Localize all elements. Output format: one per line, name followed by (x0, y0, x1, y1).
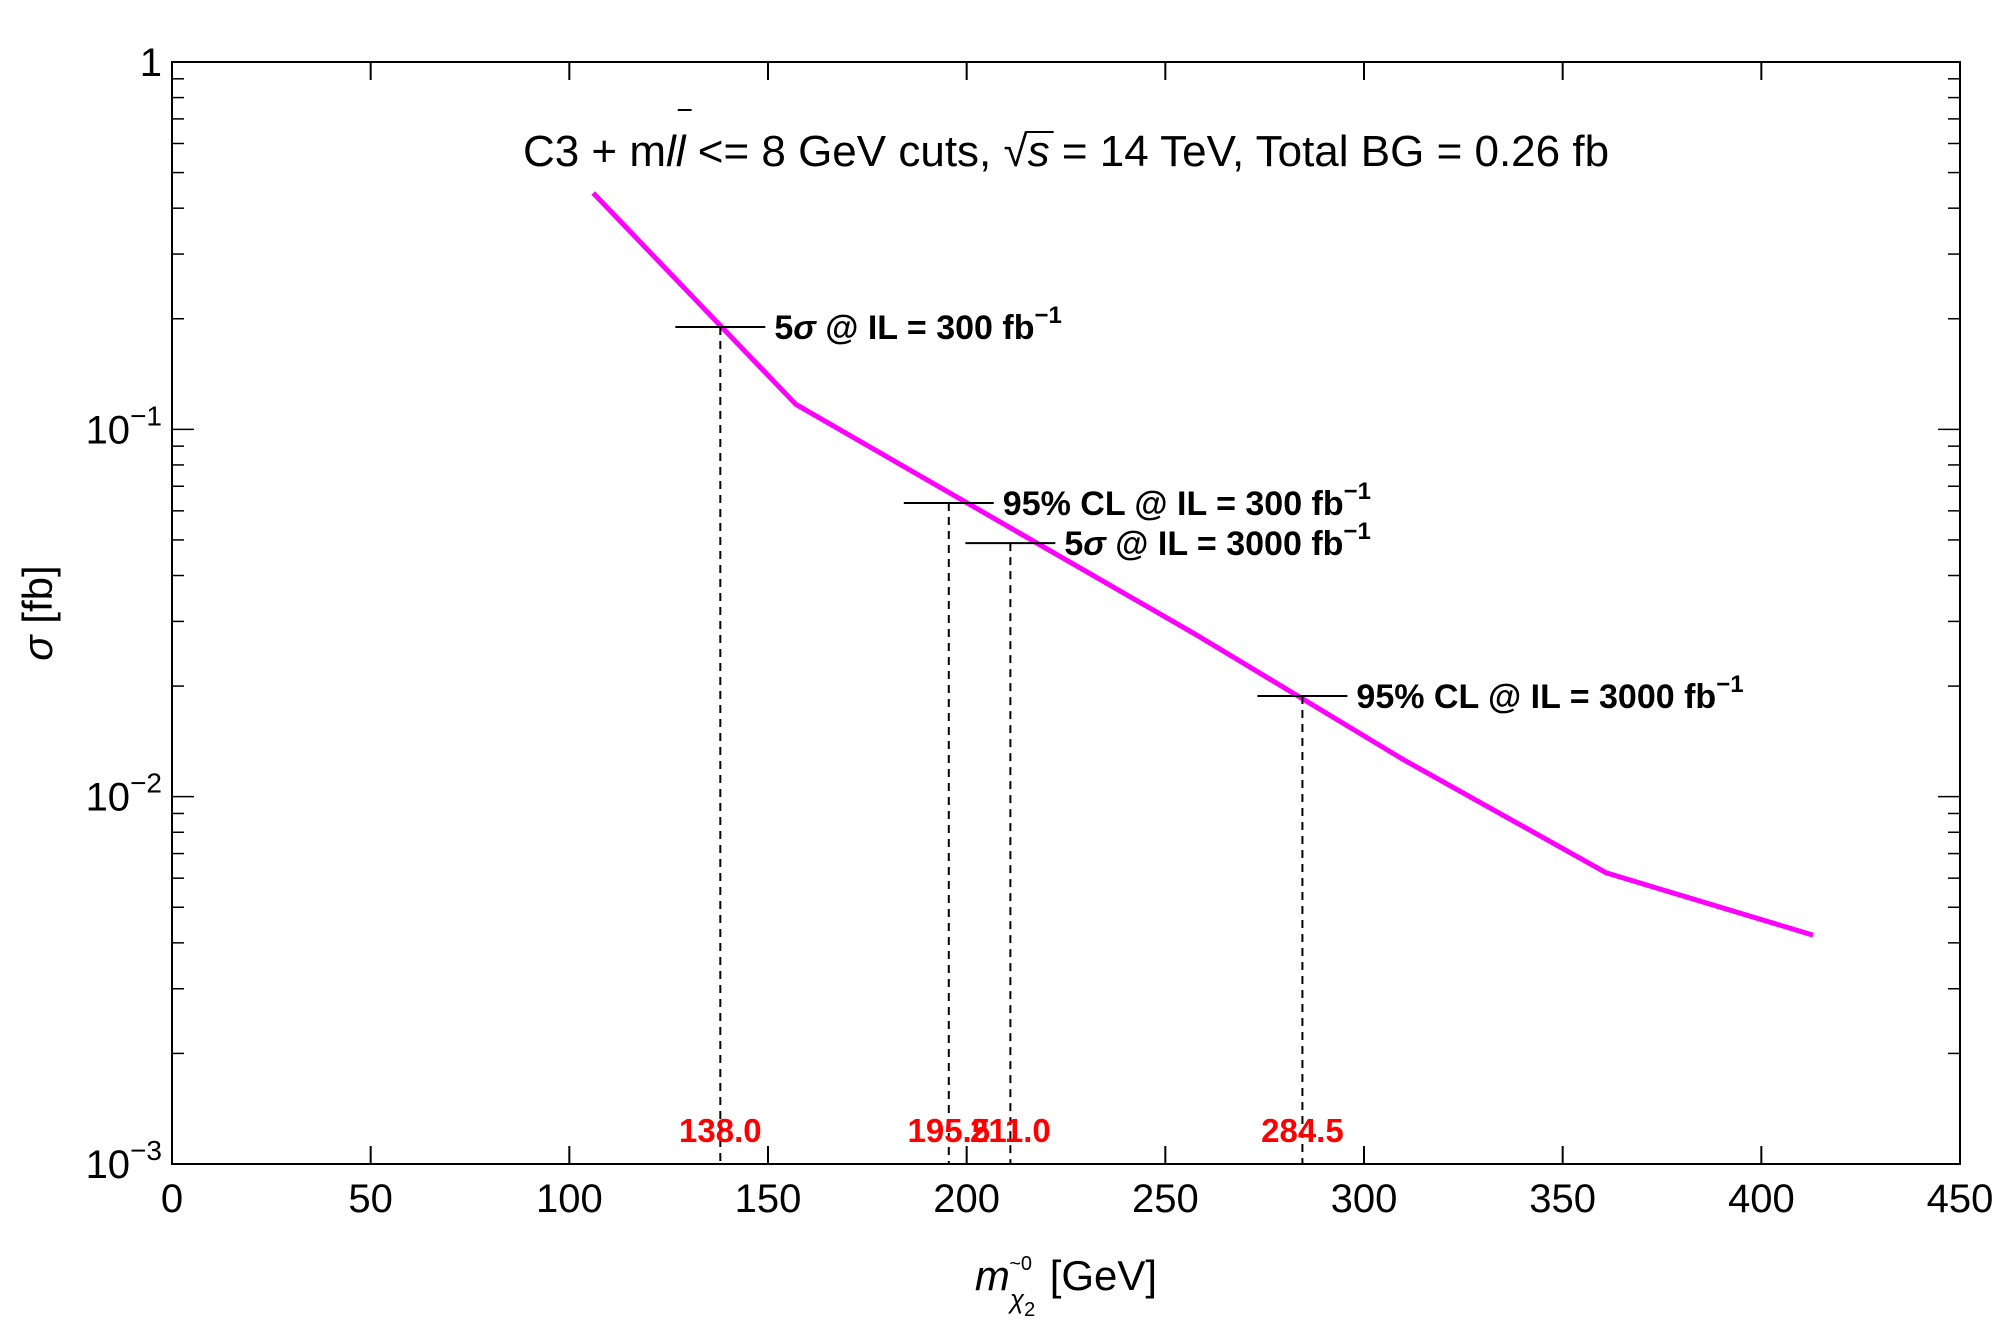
plot-frame (171, 61, 1961, 1165)
x-tick-label: 250 (1132, 1177, 1199, 1221)
y-tick-label: 1 (140, 41, 162, 85)
x-tick-label: 400 (1728, 1177, 1795, 1221)
x-tick-label: 300 (1331, 1177, 1398, 1221)
y-tick-label: 10−3 (86, 1135, 162, 1187)
x-tick-label: 450 (1927, 1177, 1994, 1221)
threshold-label: 95% CL @ IL = 3000 fb−1 (1356, 671, 1743, 716)
axis-ticks (171, 62, 1961, 1165)
threshold-mass-label: 138.0 (679, 1112, 762, 1149)
x-tick-label: 350 (1529, 1177, 1596, 1221)
threshold-label: 5σ @ IL = 300 fb−1 (774, 302, 1062, 347)
x-axis-title: mχ2~0 [GeV] (975, 1252, 1157, 1321)
chart-title: C3 + mll <= 8 GeV cuts, √s = 14 TeV, Tot… (523, 127, 1609, 176)
annotations: 5σ @ IL = 300 fb−1 138.0 95% CL @ IL = 300… (675, 302, 1744, 1164)
series-line (591, 191, 1814, 938)
threshold-mass-label: 284.5 (1261, 1112, 1344, 1149)
series-group (591, 191, 1814, 938)
y-axis-title: σ [fb] (14, 565, 61, 660)
x-tick-label: 150 (735, 1177, 802, 1221)
x-tick-label: 200 (933, 1177, 1000, 1221)
x-tick-labels: 0 50 100 150 200 250 300 350 400 450 (161, 1177, 1994, 1221)
y-tick-label: 10−1 (86, 400, 162, 452)
sqrt-symbol: √ (1004, 127, 1029, 176)
y-tick-labels: 1 10−1 10−2 10−3 (86, 41, 162, 1187)
y-tick-label: 10−2 (86, 768, 162, 820)
x-tick-label: 100 (536, 1177, 603, 1221)
threshold-mass-label: 211.0 (970, 1112, 1051, 1149)
x-tick-label: 50 (348, 1177, 393, 1221)
x-tick-label: 0 (161, 1177, 183, 1221)
threshold-mass-label: 195.5 (907, 1112, 990, 1149)
threshold-label: 5σ @ IL = 3000 fb−1 (1064, 518, 1370, 563)
threshold-label: 95% CL @ IL = 300 fb−1 (1003, 478, 1371, 523)
